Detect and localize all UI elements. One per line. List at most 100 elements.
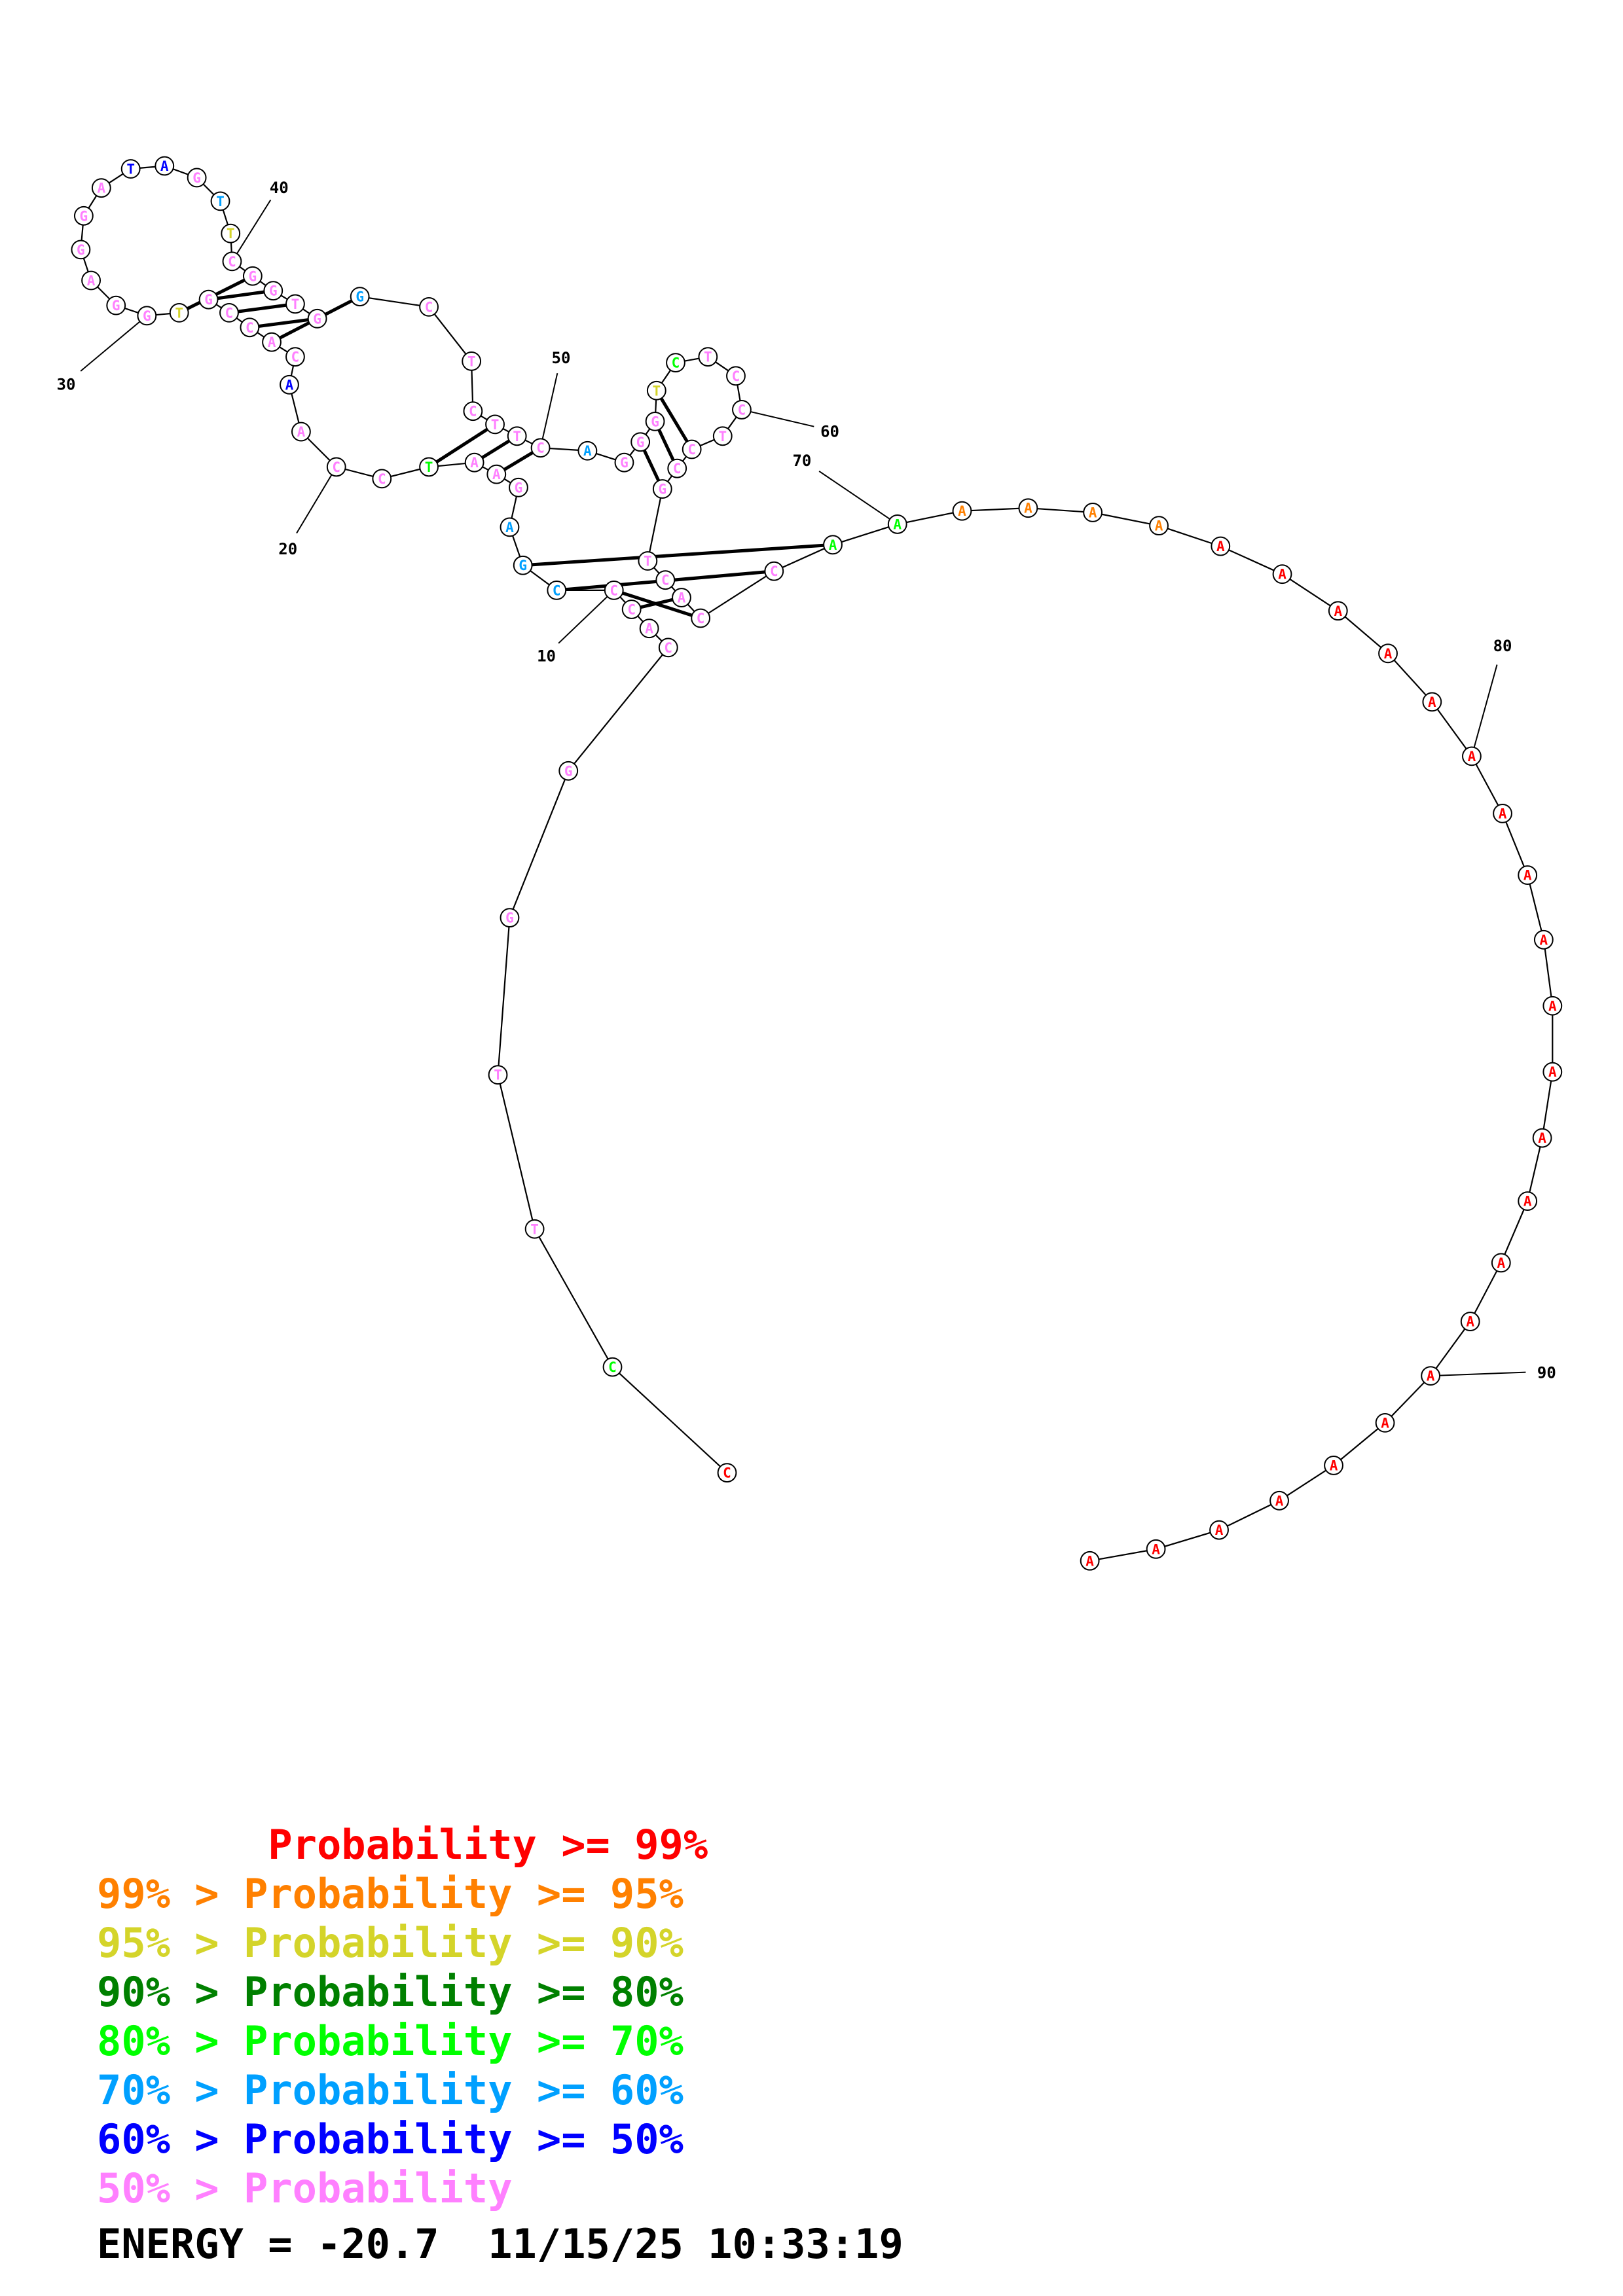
nucleotide-circle [221, 223, 241, 243]
nucleotide-circle [326, 457, 346, 477]
nucleotide-79: A [1422, 692, 1442, 712]
nucleotide-circle [242, 266, 263, 286]
nucleotide-base: T [175, 305, 183, 321]
nucleotide-base: C [228, 254, 236, 270]
nucleotide-circle [219, 302, 239, 323]
legend-line-p99: Probability >= 99% [97, 1821, 708, 1869]
nucleotide-base: T [704, 350, 712, 365]
nucleotide-circle [639, 619, 659, 639]
nucleotide-11: C [547, 580, 567, 600]
base-pair-bond [613, 588, 701, 620]
backbone-path [80, 165, 1554, 1562]
nucleotide-91: A [1375, 1412, 1395, 1433]
nucleotide-64: T [638, 551, 658, 571]
nucleotide-circle [712, 426, 733, 446]
nucleotide-circle [1542, 1062, 1563, 1082]
nucleotide-base: C [378, 471, 386, 487]
nucleotide-base: A [1497, 1255, 1505, 1271]
nucleotide-27: T [169, 302, 189, 323]
nucleotide-base: A [1538, 1130, 1546, 1146]
nucleotide-circle [91, 178, 111, 198]
nucleotide-circle [137, 306, 157, 326]
base-pair-bonds [178, 274, 833, 620]
nucleotide-29: G [106, 295, 126, 315]
nucleotide-base: T [513, 429, 521, 444]
nucleotide-82: A [1518, 865, 1538, 885]
nucleotide-base: A [893, 516, 902, 532]
nucleotide-circle [952, 501, 972, 521]
nucleotide-base: C [664, 640, 672, 656]
nucleotide-circle [1518, 1191, 1538, 1211]
nucleotide-base: G [505, 910, 514, 926]
base-pair-bond [522, 543, 833, 567]
nucleotide-circle [1018, 498, 1038, 518]
nucleotide-circle [462, 351, 482, 371]
legend-line-p70: 80% > Probability >= 70% [97, 2017, 684, 2065]
nucleotide-circle [464, 452, 484, 473]
legend-line-p90: 95% > Probability >= 90% [97, 1919, 684, 1967]
nucleotide-base: A [1384, 646, 1393, 662]
nucleotide-base: C [672, 355, 680, 371]
nucleotide-42: T [285, 294, 305, 314]
nucleotide-14: G [509, 477, 528, 497]
nucleotide-base: T [718, 429, 727, 444]
nucleotide-22: C [285, 347, 305, 367]
nucleotide-base: C [608, 1359, 617, 1375]
nucleotide-base: C [738, 402, 746, 418]
nucleotide-44: G [350, 287, 370, 307]
nucleotide-83: A [1533, 929, 1554, 950]
nucleotide-base: A [1216, 539, 1225, 554]
nucleotide-circle [764, 561, 784, 581]
nucleotide-base: A [1548, 998, 1557, 1014]
nucleotide-circle [672, 588, 691, 607]
nucleotide-77: A [1328, 601, 1348, 621]
position-tick [231, 199, 272, 262]
nucleotide-circle [509, 477, 528, 497]
nucleotide-base: A [1089, 505, 1097, 520]
nucleotide-circle [1422, 692, 1442, 712]
nucleotide-circle [500, 908, 520, 928]
nucleotide-base: T [491, 417, 500, 433]
legend-line-p80: 90% > Probability >= 80% [97, 1968, 684, 2016]
position-tick [1431, 1371, 1526, 1377]
position-tick [296, 466, 337, 534]
nucleotide-circle [1272, 564, 1292, 584]
position-label: 40 [270, 179, 289, 197]
position-tick [80, 315, 147, 372]
legend-line-p60: 70% > Probability >= 60% [97, 2066, 684, 2114]
energy-timestamp-line: ENERGY = -20.7 11/15/25 10:33:19 [97, 2220, 903, 2268]
nucleotide-88: A [1491, 1253, 1511, 1273]
nucleotide-circle [666, 353, 685, 373]
nucleotide-base: A [268, 334, 276, 350]
nucleotide-84: A [1542, 996, 1563, 1016]
nucleotide-56: C [666, 353, 685, 373]
nucleotide-71: A [952, 501, 972, 521]
nucleotide-70: A [887, 514, 907, 534]
nucleotide-13: A [500, 517, 520, 537]
nucleotide-base: G [658, 482, 666, 497]
nucleotide-base: A [97, 181, 105, 196]
nucleotide-75: A [1211, 536, 1231, 556]
nucleotide-base: A [1278, 567, 1286, 583]
nucleotide-circle [71, 240, 91, 260]
nucleotide-10: C [604, 580, 624, 600]
nucleotide-circle [1375, 1412, 1395, 1433]
nucleotide-base: G [356, 289, 364, 305]
nucleotide-circle [577, 440, 598, 461]
nucleotide-circle [691, 608, 711, 628]
nucleotide-circle [1460, 1312, 1480, 1332]
nucleotide-61: C [682, 439, 702, 459]
nucleotide-circle [222, 251, 242, 272]
nucleotide-base: A [829, 537, 837, 553]
nucleotide-78: A [1378, 643, 1398, 664]
nucleotide-circle [1462, 746, 1482, 766]
legend-line-p95: 99% > Probability >= 95% [97, 1870, 684, 1918]
nucleotide-circle [240, 317, 260, 338]
nucleotide-55: T [646, 380, 666, 401]
nucleotide-base: G [249, 268, 257, 284]
nucleotide-9: C [621, 600, 642, 619]
nucleotide-45: C [419, 296, 439, 317]
nucleotide-30: A [81, 270, 101, 291]
nucleotide-34: T [120, 159, 141, 179]
nucleotide-80: A [1462, 746, 1482, 766]
